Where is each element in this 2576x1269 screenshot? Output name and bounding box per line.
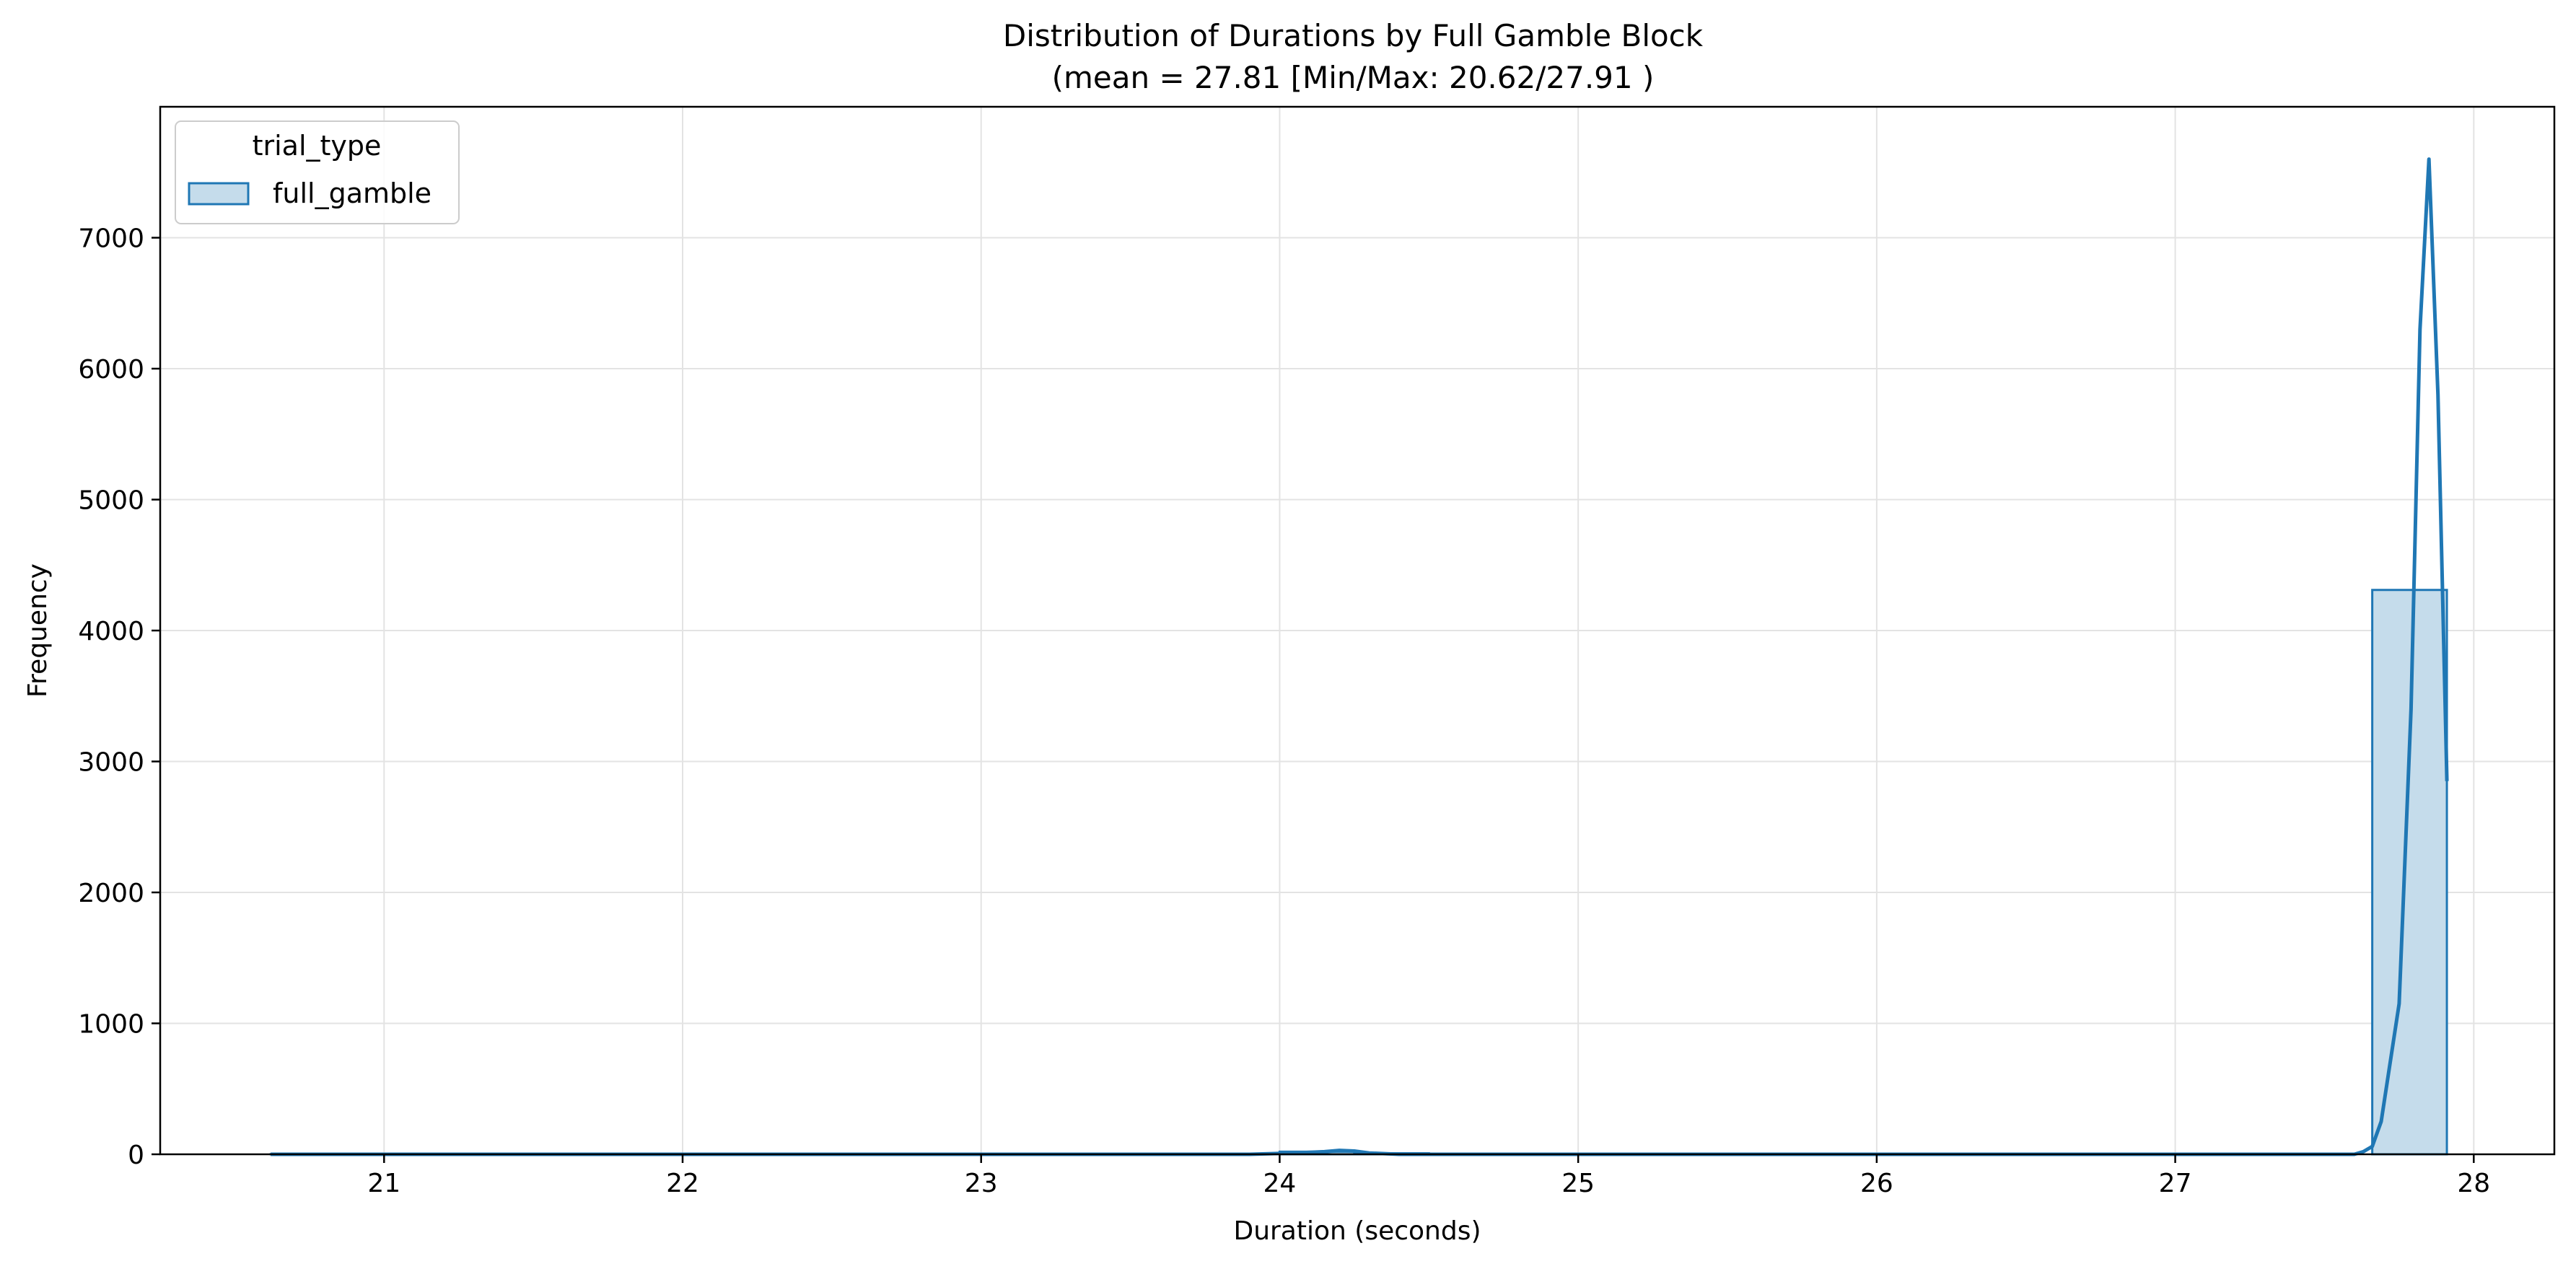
x-tick-label: 28 (2457, 1169, 2490, 1198)
x-tick-label: 21 (367, 1169, 400, 1198)
chart-subtitle: (mean = 27.81 [Min/Max: 20.62/27.91 ) (1052, 60, 1655, 95)
x-tick-label: 23 (965, 1169, 998, 1198)
x-tick-label: 27 (2159, 1169, 2192, 1198)
x-tick-label: 25 (1561, 1169, 1595, 1198)
chart-title: Distribution of Durations by Full Gamble… (1003, 18, 1704, 53)
legend-swatch (188, 182, 250, 206)
legend-title: trial_type (253, 130, 382, 162)
y-tick-label: 7000 (78, 224, 144, 254)
y-axis-ticks: 0 1000 2000 3000 4000 5000 6000 7000 (78, 224, 160, 1170)
y-tick-label: 0 (128, 1141, 144, 1170)
histogram-bar (2371, 589, 2448, 1156)
kde-curve (271, 157, 2449, 1156)
grid-lines (160, 107, 2554, 1155)
y-tick-label: 3000 (78, 748, 144, 778)
legend-entry-label: full_gamble (273, 177, 431, 209)
x-tick-label: 24 (1263, 1169, 1297, 1198)
kde-line (271, 157, 2449, 1156)
x-tick-label: 22 (666, 1169, 699, 1198)
x-axis-label: Duration (seconds) (1233, 1216, 1481, 1246)
x-tick-label: 26 (1860, 1169, 1893, 1198)
y-tick-label: 5000 (78, 486, 144, 516)
y-axis-label: Frequency (23, 563, 53, 698)
y-tick-label: 4000 (78, 617, 144, 646)
y-tick-label: 2000 (78, 879, 144, 908)
x-axis-ticks: 21 22 23 24 25 26 27 28 (367, 1154, 2490, 1198)
y-tick-label: 6000 (78, 355, 144, 385)
legend[interactable]: trial_type full_gamble (175, 120, 460, 224)
y-tick-label: 1000 (78, 1010, 144, 1040)
